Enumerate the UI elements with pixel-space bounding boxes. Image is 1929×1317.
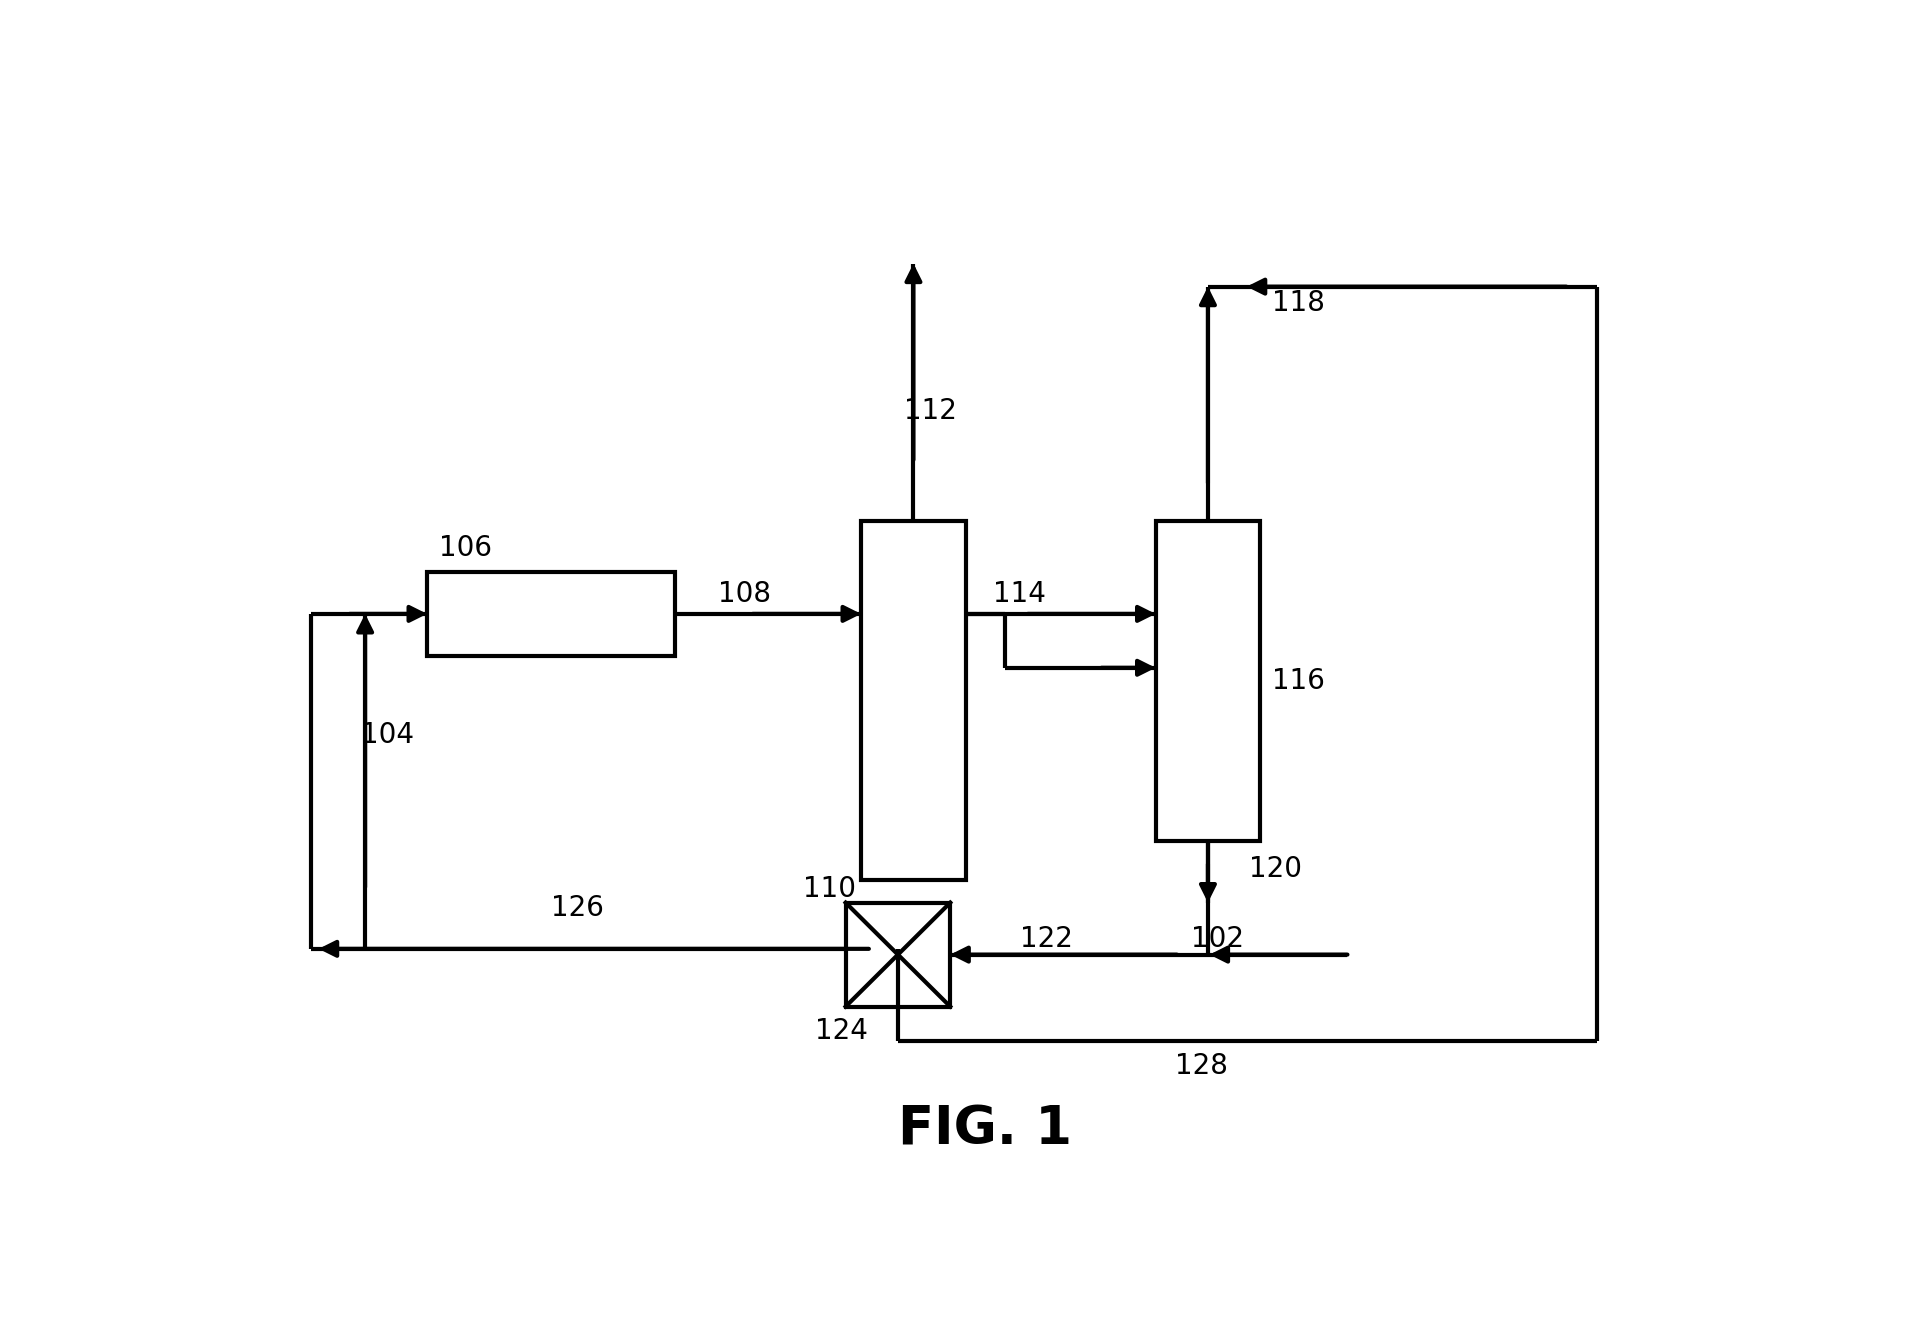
Bar [1155,522,1260,842]
Text: 120: 120 [1248,855,1302,884]
Bar [845,902,951,1006]
Text: 118: 118 [1271,290,1325,317]
Text: 104: 104 [361,720,415,748]
Text: 102: 102 [1190,925,1244,952]
Text: 112: 112 [905,398,957,425]
Text: 106: 106 [438,535,492,562]
Bar [860,522,966,880]
Text: FIG. 1: FIG. 1 [899,1104,1073,1156]
Text: 124: 124 [814,1017,868,1046]
Text: 128: 128 [1175,1052,1229,1080]
Bar [426,572,675,656]
Text: 114: 114 [993,581,1046,608]
Text: 122: 122 [1020,925,1073,952]
Text: 108: 108 [718,581,772,608]
Text: 116: 116 [1271,666,1325,695]
Text: 126: 126 [552,894,604,922]
Text: 110: 110 [802,874,856,902]
